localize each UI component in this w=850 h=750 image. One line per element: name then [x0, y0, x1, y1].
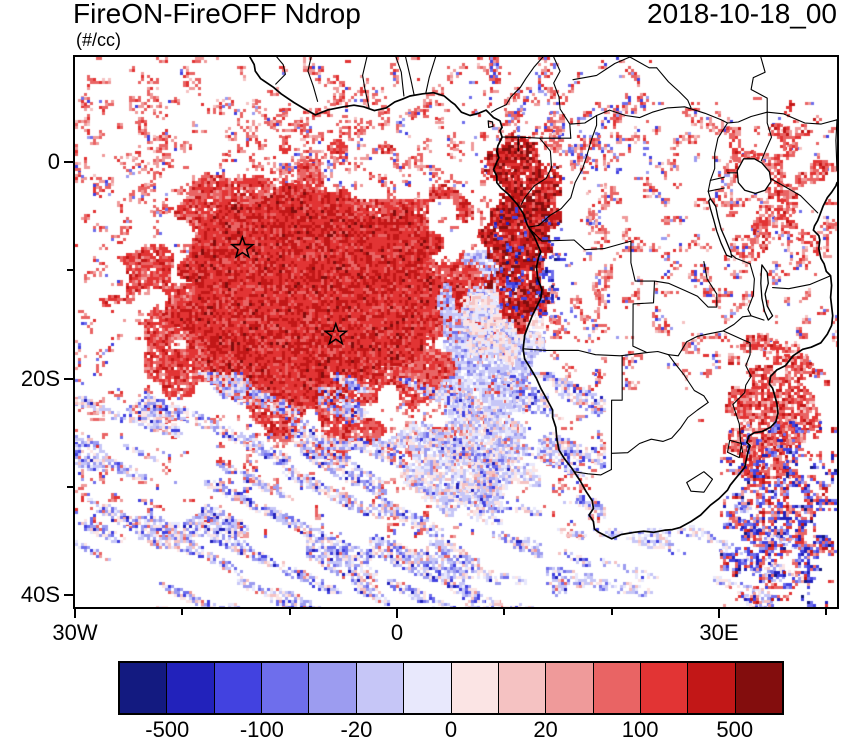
- x-axis-label: 30W: [52, 620, 98, 645]
- colorbar-cell: [498, 663, 547, 713]
- country-border: [520, 137, 553, 205]
- country-border: [707, 187, 725, 192]
- colorbar-cell: [309, 663, 357, 713]
- colorbar-label: 100: [621, 717, 659, 742]
- country-border: [722, 315, 752, 332]
- field-canvas: [75, 57, 837, 607]
- country-border: [707, 122, 729, 200]
- x-axis-label: 0: [390, 620, 404, 645]
- y-axis-tick: [64, 161, 73, 164]
- country-border: [656, 67, 692, 109]
- country-border: [760, 172, 819, 214]
- country-border: [726, 439, 743, 459]
- country-border: [611, 401, 709, 454]
- country-border: [307, 57, 319, 102]
- x-axis-label: 30E: [699, 620, 739, 645]
- star-marker: [229, 234, 256, 259]
- colorbar-cell: [593, 663, 641, 713]
- x-axis-minor-tick: [610, 609, 613, 615]
- country-border: [629, 57, 658, 69]
- country-border: [686, 471, 714, 493]
- colorbar-cell: [167, 663, 215, 713]
- x-axis-minor-tick: [825, 609, 828, 615]
- country-border: [501, 136, 572, 139]
- country-border: [570, 106, 729, 125]
- coastline: [249, 57, 837, 540]
- country-border: [722, 330, 752, 406]
- country-border: [772, 275, 832, 290]
- x-axis-tick: [74, 609, 76, 618]
- star-marker: [323, 321, 349, 346]
- x-axis-tick: [395, 609, 398, 618]
- island-outline: [487, 120, 494, 129]
- colorbar-cell: [404, 663, 452, 713]
- country-border: [528, 227, 656, 282]
- timestamp-label: 2018-10-18_00: [647, 0, 837, 29]
- colorbar-label: -20: [340, 717, 373, 742]
- colorbar-cell: [735, 663, 783, 713]
- country-border: [610, 355, 623, 471]
- country-border: [362, 57, 370, 109]
- country-border: [553, 57, 572, 139]
- country-border: [667, 330, 724, 357]
- colorbar-cell: [262, 663, 310, 713]
- country-border: [573, 468, 612, 476]
- y-axis-label: 20S: [20, 365, 60, 391]
- y-axis-label: 40S: [20, 582, 60, 608]
- country-border: [653, 261, 718, 308]
- colorbar-cell: [546, 663, 594, 713]
- country-border: [760, 111, 773, 162]
- map-overlay: [229, 57, 837, 540]
- map-frame: [73, 55, 839, 609]
- x-axis-minor-tick: [288, 609, 291, 615]
- x-axis-tick: [717, 609, 720, 618]
- y-axis-tick: [64, 594, 73, 597]
- country-border: [395, 57, 405, 97]
- lake-outline: [708, 198, 733, 258]
- units-label: (#/cc): [76, 30, 121, 50]
- country-border: [835, 119, 837, 172]
- colorbar-label: -500: [145, 717, 190, 742]
- country-border: [709, 176, 725, 181]
- lake-outline: [736, 158, 772, 195]
- colorbar-cell: [356, 663, 405, 713]
- x-axis-minor-tick: [503, 609, 506, 615]
- country-border: [750, 57, 768, 113]
- country-border: [766, 111, 837, 125]
- country-border: [522, 348, 670, 357]
- country-border: [405, 57, 415, 96]
- y-axis-label: 0: [47, 149, 60, 175]
- colorbar-cell: [120, 663, 168, 713]
- country-border: [275, 57, 286, 85]
- country-border: [726, 111, 768, 124]
- colorbar-cell: [451, 663, 499, 713]
- country-border: [425, 57, 437, 94]
- colorbar: [118, 661, 784, 715]
- country-border: [490, 57, 544, 113]
- y-axis-minor-tick: [67, 269, 73, 272]
- colorbar-cell: [214, 663, 263, 713]
- colorbar-label: 0: [444, 717, 458, 742]
- x-axis-minor-tick: [181, 609, 184, 615]
- page-title: FireON-FireOFF Ndrop: [73, 0, 361, 29]
- colorbar-label: 500: [716, 717, 754, 742]
- y-axis-minor-tick: [67, 485, 73, 488]
- country-border: [572, 57, 631, 81]
- country-border: [747, 263, 765, 321]
- colorbar-label: 20: [533, 717, 558, 742]
- y-axis-tick: [64, 377, 73, 380]
- colorbar-label: -100: [239, 717, 284, 742]
- country-border: [632, 280, 656, 354]
- colorbar-cell: [688, 663, 736, 713]
- country-border: [667, 354, 709, 403]
- lake-outline: [760, 264, 774, 321]
- colorbar-cell: [640, 663, 689, 713]
- country-border: [528, 114, 598, 228]
